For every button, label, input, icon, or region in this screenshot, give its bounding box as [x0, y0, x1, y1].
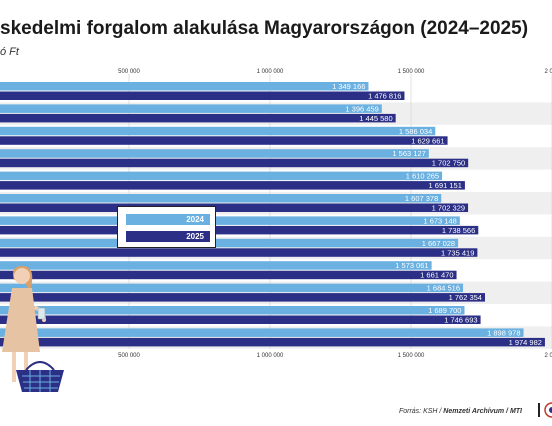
bar-2025 — [0, 293, 485, 302]
chart-title: skedelmi forgalom alakulása Magyarország… — [0, 18, 529, 39]
bar-2024 — [0, 216, 460, 225]
bar-2024 — [0, 104, 382, 113]
source-prefix: Forrás: KSH / — [398, 408, 444, 415]
bar-2025 — [0, 203, 469, 212]
bar-2025 — [0, 158, 469, 168]
bar-2024 — [0, 306, 465, 315]
value-label-2025: 1 445 580 — [359, 114, 392, 123]
bar-2025 — [0, 181, 465, 190]
bar-2024 — [0, 328, 524, 337]
bar-2025 — [0, 136, 448, 145]
value-label-2025: 1 702 329 — [432, 204, 465, 213]
bar-2024 — [0, 126, 436, 136]
bar-2025 — [0, 113, 396, 123]
divider — [538, 403, 540, 417]
x-tick-label-bottom: 500 000 — [118, 353, 140, 359]
value-label-2024: 1 667 028 — [422, 239, 455, 248]
legend-label-2024: 2024 — [186, 215, 204, 224]
bar-2025 — [0, 270, 457, 280]
value-label-2025: 1 476 816 — [368, 92, 401, 101]
legend-label-2025: 2025 — [186, 232, 204, 241]
bar-2024 — [0, 283, 464, 293]
value-label-2024: 1 573 061 — [395, 261, 428, 270]
bar-2024 — [0, 149, 429, 158]
value-label-2024: 1 563 127 — [392, 149, 425, 158]
unit-label: ó Ft — [0, 46, 19, 58]
bottom-axis-ticks: 500 000 1 000 000 1 500 000 2 000 — [118, 353, 552, 359]
value-label-2025: 1 691 151 — [429, 181, 462, 190]
value-label-2025: 1 746 693 — [444, 316, 477, 325]
bar-2025 — [0, 315, 481, 324]
value-label-2025: 1 702 750 — [432, 159, 465, 168]
x-tick-label-top: 500 000 — [118, 69, 140, 75]
legend-item-2025: 2025 — [126, 231, 210, 242]
legend-swatch-2024 — [126, 214, 210, 225]
bar-2025 — [0, 248, 478, 257]
x-tick-label-bottom: 2 000 — [544, 353, 552, 359]
value-label-2024: 1 610 265 — [406, 172, 439, 181]
x-tick-label-bottom: 1 500 000 — [398, 353, 425, 359]
legend: 2024 2025 — [117, 206, 216, 248]
x-tick-label-top: 1 500 000 — [398, 69, 425, 75]
value-label-2024: 1 898 978 — [487, 328, 520, 337]
bar-2024 — [0, 82, 369, 91]
value-label-2025: 1 629 661 — [411, 136, 444, 145]
source-note: Forrás: KSH / Nemzeti Archívum / MTI — [399, 408, 522, 415]
value-label-2024: 1 607 378 — [405, 194, 438, 203]
source-org: Nemzeti Archívum / MTI — [443, 408, 522, 415]
bar-2024 — [0, 171, 443, 181]
shopper-illustration — [2, 266, 64, 392]
top-axis-ticks: 500 000 1 000 000 1 500 000 2 000 — [118, 69, 552, 75]
value-label-2024: 1 586 034 — [399, 127, 432, 136]
value-label-2025: 1 974 982 — [509, 338, 542, 347]
legend-swatch-2025 — [126, 231, 210, 242]
bar-2025 — [0, 225, 479, 235]
value-label-2025: 1 738 566 — [442, 226, 475, 235]
x-tick-label-bottom: 1 000 000 — [257, 353, 284, 359]
value-label-2025: 1 735 419 — [441, 248, 474, 257]
bar-2024 — [0, 194, 442, 203]
value-label-2024: 1 689 700 — [428, 306, 461, 315]
x-tick-label-top: 1 000 000 — [257, 69, 284, 75]
bar-2024 — [0, 238, 459, 248]
bar-2025 — [0, 91, 405, 100]
mti-logo-icon — [544, 402, 552, 418]
bar-2024 — [0, 261, 432, 270]
value-label-2024: 1 349 166 — [332, 82, 365, 91]
value-label-2025: 1 762 354 — [449, 293, 482, 302]
value-label-2024: 1 673 148 — [423, 216, 456, 225]
value-label-2024: 1 684 516 — [427, 284, 460, 293]
value-label-2024: 1 396 459 — [345, 104, 378, 113]
legend-item-2024: 2024 — [126, 214, 210, 225]
bar-2025 — [0, 337, 545, 347]
value-label-2025: 1 661 470 — [420, 271, 453, 280]
x-tick-label-top: 2 000 — [544, 69, 552, 75]
